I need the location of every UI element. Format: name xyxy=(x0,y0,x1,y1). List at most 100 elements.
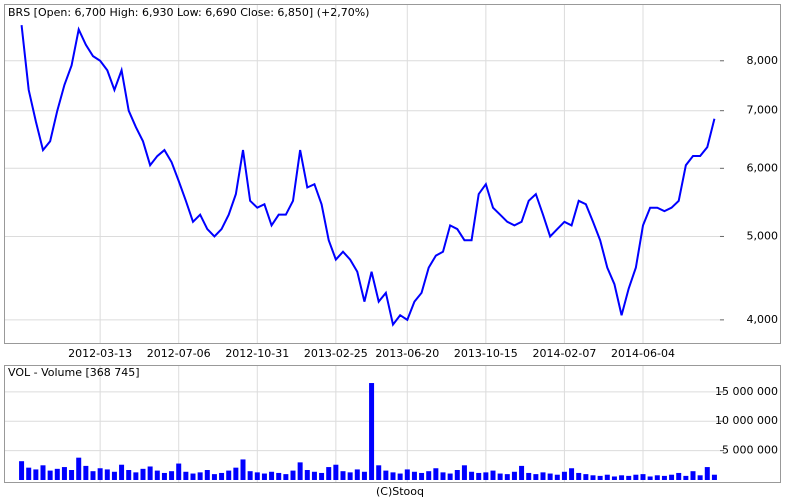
y-tick-label: 7,000 xyxy=(747,104,779,117)
volume-bar xyxy=(97,468,103,480)
volume-bar xyxy=(297,462,303,480)
volume-bar xyxy=(461,465,467,480)
volume-bar xyxy=(619,475,625,480)
volume-bar xyxy=(333,464,339,480)
volume-bar xyxy=(347,472,353,480)
volume-bar xyxy=(211,474,217,480)
volume-bar xyxy=(440,472,446,480)
volume-bar xyxy=(611,476,617,480)
volume-bar xyxy=(47,470,53,480)
volume-bar xyxy=(169,471,175,480)
y-tick-label: 10 000 000 xyxy=(715,414,778,427)
volume-bar xyxy=(247,471,253,480)
volume-bar xyxy=(76,457,82,480)
volume-bar xyxy=(276,472,282,480)
volume-bar xyxy=(469,471,475,480)
price-title: BRS [Open: 6,700 High: 6,930 Low: 6,690 … xyxy=(8,6,369,19)
volume-bar xyxy=(197,472,203,480)
volume-bar xyxy=(319,472,325,480)
volume-bar xyxy=(654,475,660,480)
y-tick-label: 5,000 xyxy=(747,229,779,242)
volume-bar xyxy=(397,473,403,480)
volume-bar xyxy=(590,475,596,480)
volume-bar xyxy=(254,472,260,480)
volume-bar xyxy=(690,471,696,480)
x-tick-label: 2014-02-07 xyxy=(532,347,596,360)
volume-bar xyxy=(683,475,689,480)
volume-bar xyxy=(711,474,717,480)
volume-bar xyxy=(504,474,510,480)
volume-bar xyxy=(204,470,210,480)
volume-bar xyxy=(290,470,296,480)
volume-bar xyxy=(404,469,410,480)
x-tick-label: 2012-03-13 xyxy=(68,347,132,360)
volume-bar xyxy=(390,472,396,480)
price-line xyxy=(20,25,716,327)
volume-bar xyxy=(33,469,39,480)
volume-bar xyxy=(154,470,160,480)
volume-bar xyxy=(647,476,653,480)
volume-bar xyxy=(583,474,589,480)
x-tick-label: 2013-06-20 xyxy=(375,347,439,360)
volume-bar xyxy=(697,475,703,480)
volume-bar xyxy=(304,470,310,480)
volume-bar xyxy=(361,471,367,480)
volume-bar xyxy=(354,469,360,480)
price-panel xyxy=(4,4,781,344)
volume-bar xyxy=(69,470,75,480)
volume-bar xyxy=(476,472,482,480)
volume-bar xyxy=(669,474,675,480)
volume-bar xyxy=(326,467,332,480)
volume-bar xyxy=(526,472,532,480)
volume-bar xyxy=(104,469,110,480)
volume-bar xyxy=(119,464,125,480)
x-tick-label: 2013-02-25 xyxy=(304,347,368,360)
volume-bar xyxy=(419,472,425,480)
volume-bar xyxy=(269,471,275,480)
volume-bar xyxy=(40,465,46,480)
volume-bar xyxy=(704,467,710,480)
volume-bar xyxy=(311,471,317,480)
volume-bar xyxy=(90,471,96,480)
volume-bar xyxy=(26,467,32,480)
volume-title: VOL - Volume [368 745] xyxy=(8,366,140,379)
volume-bar xyxy=(190,473,196,480)
x-tick-label: 2014-06-04 xyxy=(611,347,675,360)
volume-bar xyxy=(126,470,132,480)
volume-bar xyxy=(176,463,182,480)
volume-bar xyxy=(483,472,489,480)
volume-bar xyxy=(54,468,60,480)
volume-bar xyxy=(61,467,67,480)
volume-bar xyxy=(604,474,610,480)
volume-bar xyxy=(433,468,439,480)
volume-bar xyxy=(133,472,139,480)
volume-bar xyxy=(383,470,389,480)
volume-bar xyxy=(233,467,239,480)
volume-bar xyxy=(554,474,560,480)
volume-bar xyxy=(240,459,246,480)
volume-bar xyxy=(226,470,232,480)
footer: (C)Stooq xyxy=(376,485,424,498)
volume-bar xyxy=(519,465,525,480)
volume-bar xyxy=(569,468,575,480)
volume-bar xyxy=(626,475,632,480)
volume-bar xyxy=(283,474,289,480)
y-tick-label: 4,000 xyxy=(747,313,779,326)
volume-bar xyxy=(147,466,153,480)
volume-panel xyxy=(4,365,781,483)
volume-bar xyxy=(83,465,89,480)
volume-bar xyxy=(369,383,375,480)
y-tick-label: 15 000 000 xyxy=(715,385,778,398)
volume-bar xyxy=(183,471,189,480)
volume-bar xyxy=(140,468,146,480)
volume-bar xyxy=(111,471,117,480)
x-tick-label: 2013-10-15 xyxy=(454,347,518,360)
volume-bar xyxy=(261,473,267,480)
volume-bar xyxy=(661,475,667,480)
volume-bar xyxy=(161,472,167,480)
y-tick-label: 8,000 xyxy=(747,54,779,67)
volume-bar xyxy=(454,470,460,480)
volume-bar xyxy=(511,471,517,480)
x-tick-label: 2012-07-06 xyxy=(147,347,211,360)
